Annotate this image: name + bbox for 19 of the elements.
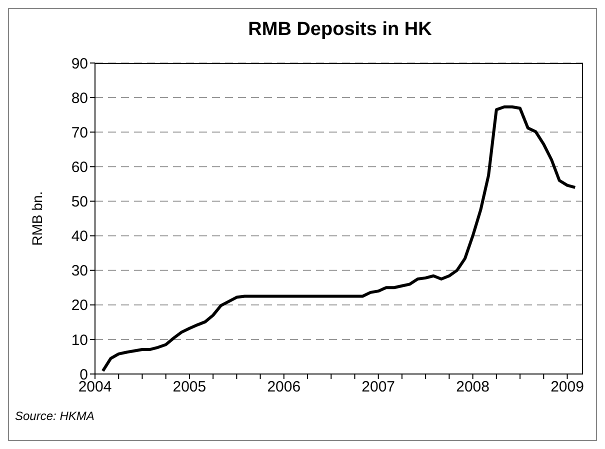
y-tick-label: 70 bbox=[71, 124, 88, 142]
y-tick-label: 40 bbox=[71, 228, 88, 246]
line-series bbox=[101, 105, 577, 372]
y-tick-label: 20 bbox=[71, 297, 88, 314]
y-tick-label: 10 bbox=[71, 332, 88, 349]
x-tick-label: 2004 bbox=[78, 378, 112, 396]
x-tick-label: 2007 bbox=[362, 378, 396, 396]
x-tick-label: 2009 bbox=[550, 378, 584, 396]
y-tick-label: 60 bbox=[71, 158, 88, 176]
y-axis-title: RMB bn. bbox=[28, 191, 45, 246]
y-tick-label: 30 bbox=[71, 262, 88, 280]
chart-title: RMB Deposits in HK bbox=[247, 19, 433, 41]
y-tick-label: 50 bbox=[71, 194, 88, 211]
y-tick-label: 80 bbox=[71, 90, 88, 107]
x-tick-label: 2005 bbox=[172, 378, 206, 396]
source-note: Source: HKMA bbox=[15, 409, 94, 423]
y-tick-label: 90 bbox=[71, 55, 88, 72]
x-tick-label: 2006 bbox=[267, 378, 301, 396]
x-tick-label: 2008 bbox=[456, 378, 490, 396]
